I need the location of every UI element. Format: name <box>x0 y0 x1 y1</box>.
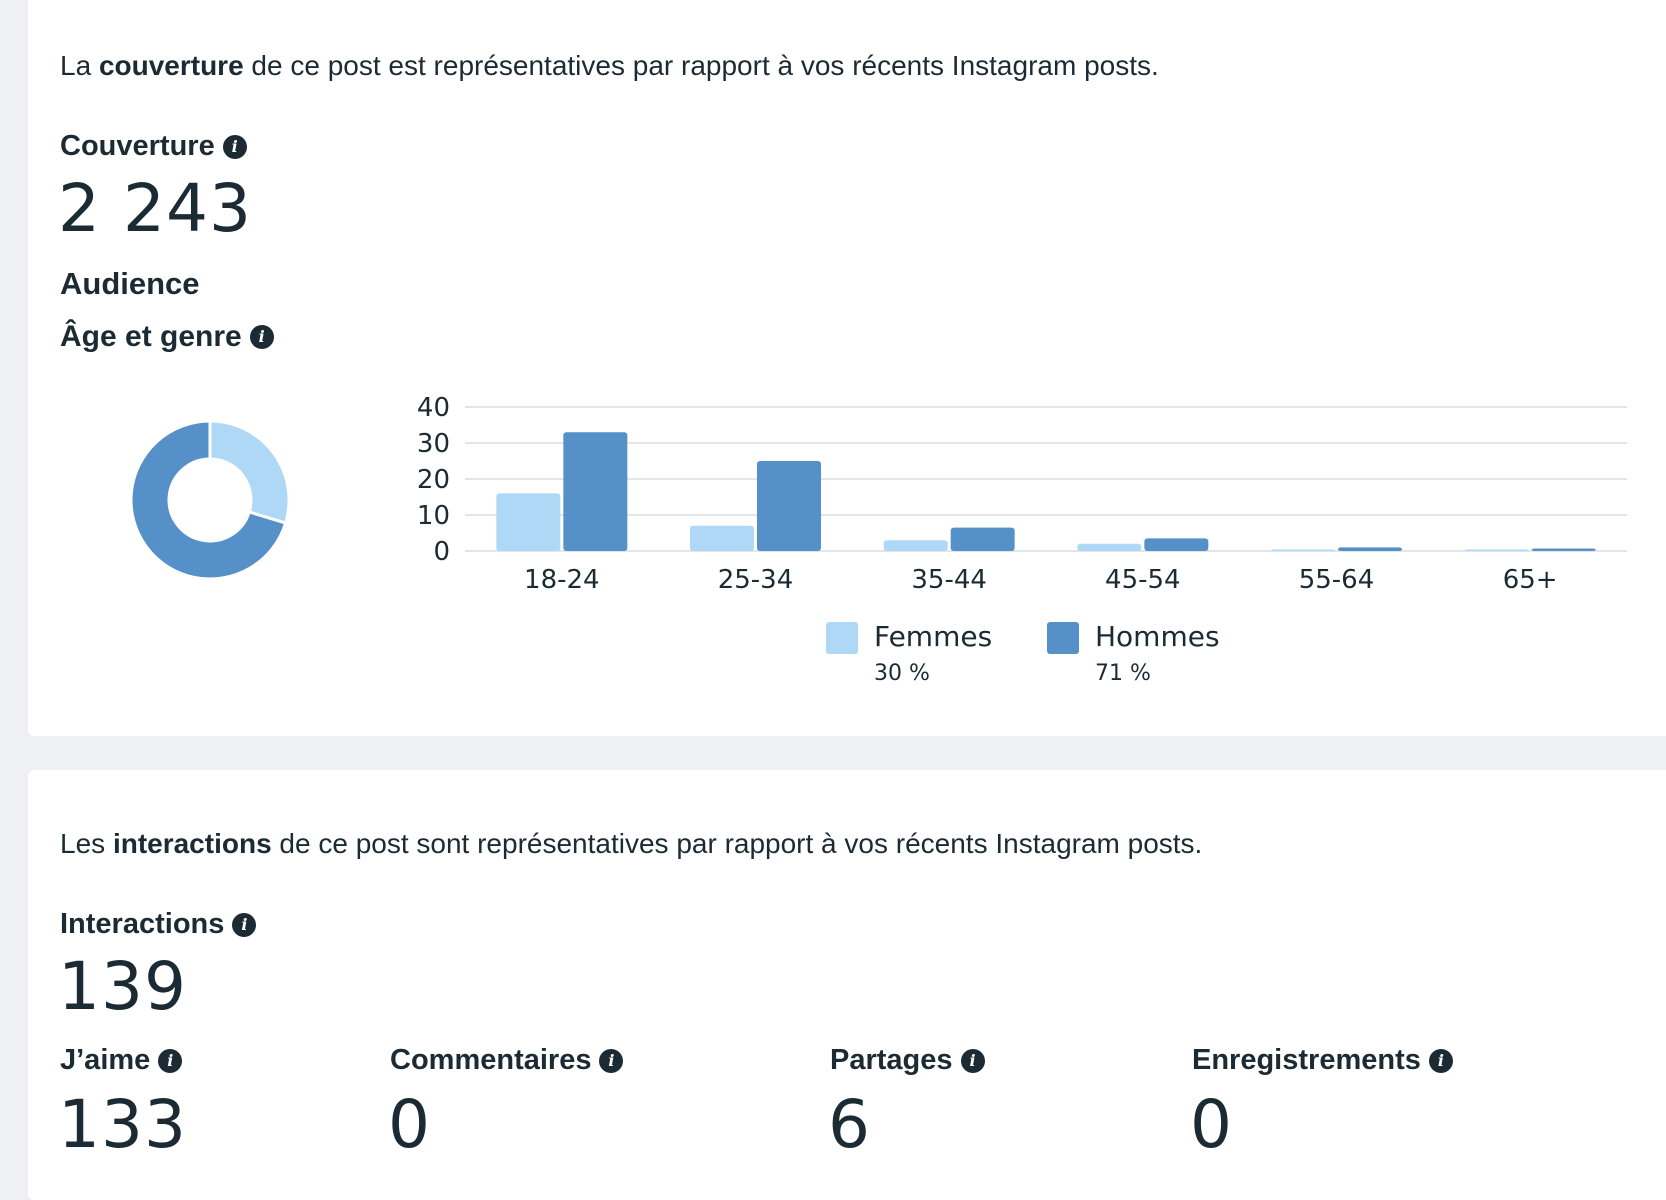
bar-women[interactable] <box>1271 549 1335 552</box>
bar-men[interactable] <box>1144 538 1209 551</box>
reach-summary-suffix: de ce post est représentatives par rappo… <box>243 50 1159 81</box>
x-tick-label: 35-44 <box>911 565 987 595</box>
saves-value: 0 <box>1190 1086 1233 1163</box>
info-icon[interactable]: i <box>222 134 247 159</box>
legend-swatch-men <box>1047 622 1079 654</box>
likes-label: J’aime i <box>60 1044 183 1077</box>
age-gender-label-text: Âge et genre <box>60 320 242 353</box>
bar-men[interactable] <box>563 432 628 551</box>
age-gender-label: Âge et genre i <box>60 320 274 354</box>
shares-value: 6 <box>828 1086 871 1163</box>
bar-women[interactable] <box>1077 543 1142 551</box>
donut-slice-men[interactable] <box>130 420 288 580</box>
legend-item-women: Femmes 30 % <box>826 620 992 686</box>
bar-women[interactable] <box>690 525 754 551</box>
reach-summary: La couverture de ce post est représentat… <box>60 50 1159 82</box>
bar-women[interactable] <box>1464 549 1529 552</box>
info-icon[interactable]: i <box>232 912 257 937</box>
shares-label-text: Partages <box>830 1044 953 1076</box>
reach-label-text: Couverture <box>60 130 215 162</box>
legend-name-women: Femmes <box>874 620 993 653</box>
likes-value: 133 <box>58 1086 187 1163</box>
info-icon[interactable]: i <box>599 1048 624 1073</box>
saves-label: Enregistrements i <box>1192 1044 1453 1077</box>
legend-swatch-women <box>826 622 858 654</box>
reach-label: Couverture i <box>60 130 247 163</box>
x-tick-label: 18-24 <box>524 565 600 595</box>
age-gender-bar-chart: 0 10 20 30 40 18-24 25-34 35-44 45-54 55-64 65+ <box>417 393 1627 595</box>
y-tick-label: 10 <box>417 501 450 531</box>
interactions-summary-prefix: Les <box>60 828 113 859</box>
interactions-label: Interactions i <box>60 908 257 941</box>
reach-summary-prefix: La <box>60 50 99 81</box>
info-icon[interactable]: i <box>249 325 274 349</box>
reach-summary-bold: couverture <box>98 50 244 81</box>
bar-men[interactable] <box>757 461 821 551</box>
bar-women[interactable] <box>883 540 948 551</box>
info-icon[interactable]: i <box>158 1048 183 1073</box>
interactions-card <box>28 770 1666 1200</box>
gender-donut-chart <box>130 420 290 580</box>
likes-label-text: J’aime <box>60 1044 151 1076</box>
comments-label-text: Commentaires <box>390 1044 592 1076</box>
x-tick-label: 45-54 <box>1105 565 1181 595</box>
audience-title: Audience <box>60 266 200 301</box>
legend-item-men: Hommes 71 % <box>1047 620 1220 686</box>
legend-name-men: Hommes <box>1095 620 1220 653</box>
interactions-label-text: Interactions <box>60 908 225 940</box>
reach-card <box>28 0 1666 736</box>
comments-label: Commentaires i <box>390 1044 624 1077</box>
bar-women[interactable] <box>496 493 561 551</box>
x-tick-label: 55-64 <box>1299 565 1375 595</box>
interactions-summary-bold: interactions <box>112 828 272 859</box>
bar-men[interactable] <box>1338 547 1402 551</box>
interactions-value: 139 <box>58 948 187 1025</box>
y-tick-label: 30 <box>417 429 450 459</box>
x-tick-label: 25-34 <box>718 565 794 595</box>
interactions-summary: Les interactions de ce post sont représe… <box>60 828 1202 860</box>
reach-value: 2 243 <box>58 170 252 247</box>
y-tick-label: 20 <box>417 465 450 495</box>
y-tick-label: 40 <box>417 393 450 423</box>
x-tick-label: 65+ <box>1503 565 1558 595</box>
info-icon[interactable]: i <box>960 1048 985 1073</box>
comments-value: 0 <box>388 1086 431 1163</box>
shares-label: Partages i <box>830 1044 985 1077</box>
interactions-summary-suffix: de ce post sont représentatives par rapp… <box>271 828 1203 859</box>
legend-pct-women: 30 % <box>874 661 930 686</box>
info-icon[interactable]: i <box>1428 1048 1453 1073</box>
bar-men[interactable] <box>950 527 1015 551</box>
y-tick-label: 0 <box>433 537 450 567</box>
saves-label-text: Enregistrements <box>1192 1044 1421 1076</box>
donut-slice-women[interactable] <box>208 420 290 525</box>
bar-men[interactable] <box>1531 548 1596 551</box>
legend-pct-men: 71 % <box>1095 661 1151 686</box>
